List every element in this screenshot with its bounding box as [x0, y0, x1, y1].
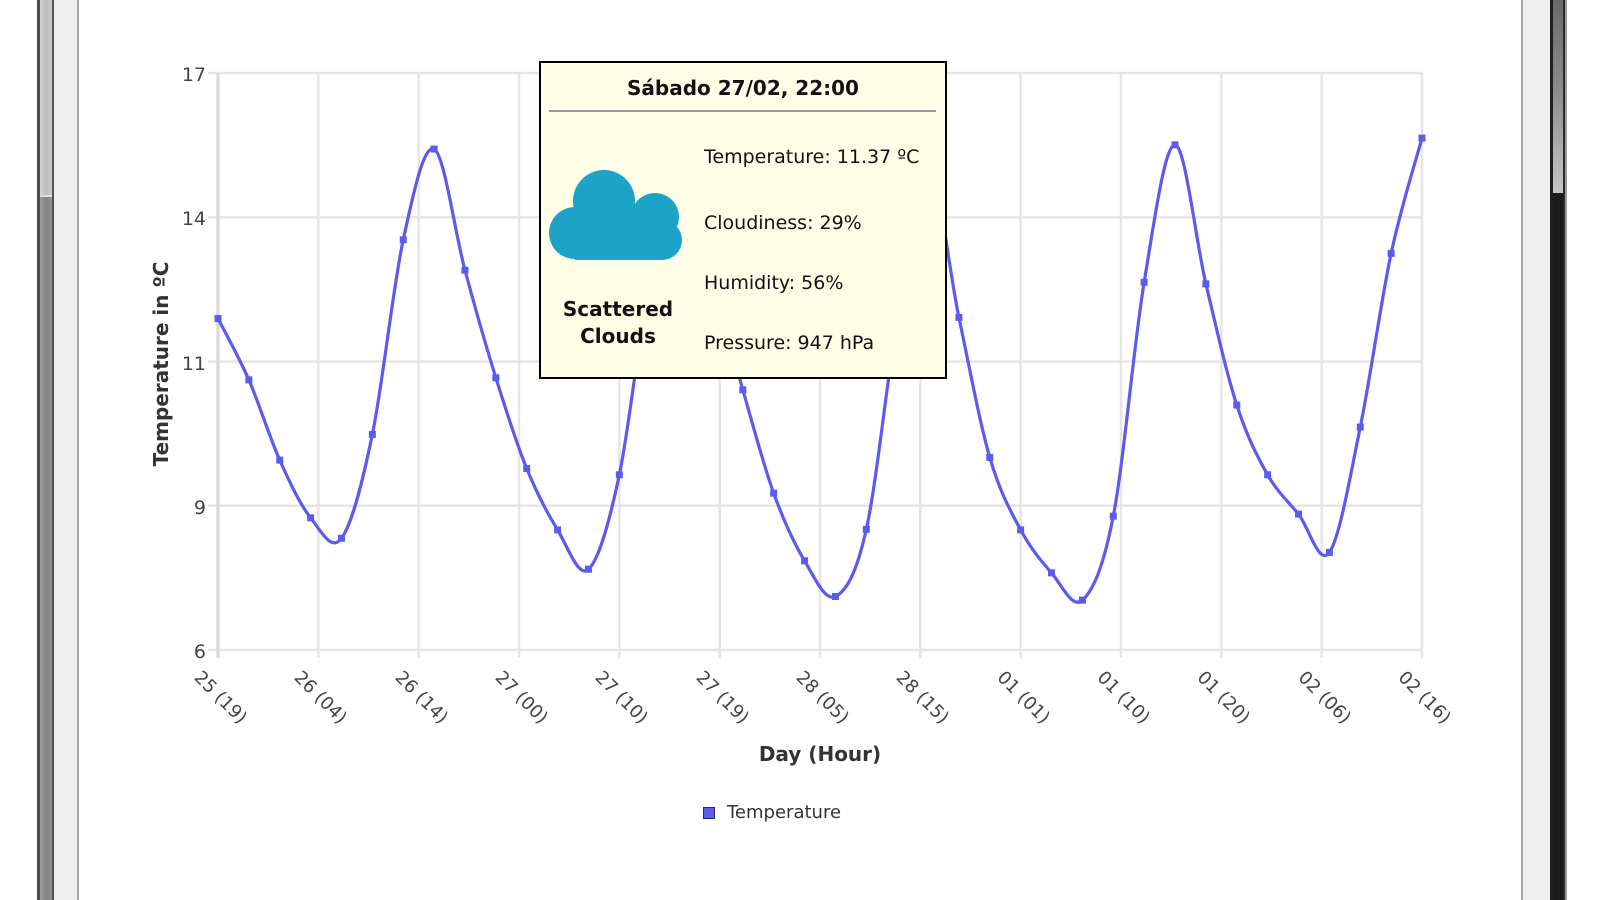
data-point[interactable] — [1048, 569, 1056, 577]
window-border-right-line-2 — [1563, 0, 1565, 900]
data-point[interactable] — [1078, 596, 1086, 604]
data-point[interactable] — [1418, 134, 1426, 142]
tooltip-temperature-label: Temperature: — [704, 146, 831, 168]
y-tick-label: 14 — [181, 208, 206, 231]
window-border-left-outer — [37, 0, 40, 900]
x-tick-label: 26 (04) — [290, 667, 352, 729]
x-tick-label: 25 (19) — [189, 667, 251, 729]
x-tick-label: 02 (06) — [1293, 667, 1355, 729]
data-point[interactable] — [1171, 141, 1179, 149]
tooltip-humidity: Humidity: 56% — [704, 271, 843, 295]
x-axis-title: Day (Hour) — [758, 742, 882, 766]
data-point[interactable] — [1017, 526, 1025, 534]
data-point[interactable] — [1387, 249, 1395, 257]
tooltip-temperature: Temperature: 11.37 ºC — [704, 145, 919, 169]
data-point[interactable] — [1295, 510, 1303, 518]
tooltip-cloudiness-label: Cloudiness: — [704, 212, 814, 234]
data-point[interactable] — [554, 526, 562, 534]
data-point[interactable] — [461, 266, 469, 274]
data-point[interactable] — [430, 145, 438, 153]
panel-border-left-line — [77, 0, 79, 900]
tooltip-pressure: Pressure: 947 hPa — [704, 331, 874, 355]
x-tick-label: 27 (19) — [691, 667, 753, 729]
x-tick-label: 28 (15) — [892, 667, 954, 729]
y-tick-label: 6 — [193, 641, 206, 663]
x-tick-label: 28 (05) — [791, 667, 853, 729]
data-point[interactable] — [276, 456, 284, 464]
window-border-left-bar-bottom — [40, 195, 52, 900]
window-border-right-bar-bottom — [1553, 193, 1563, 900]
data-point[interactable] — [1264, 471, 1272, 479]
tooltip-cloudiness: Cloudiness: 29% — [704, 211, 862, 235]
panel-border-left — [54, 0, 77, 900]
legend-swatch-temperature — [703, 807, 715, 819]
tooltip-title: Sábado 27/02, 22:00 — [627, 76, 859, 100]
data-point[interactable] — [245, 376, 253, 384]
tooltip-humidity-value: 56% — [801, 272, 844, 294]
panel-border-right-line — [1521, 0, 1523, 900]
data-point[interactable] — [801, 557, 809, 565]
x-tick-label: 27 (00) — [490, 667, 552, 729]
data-point[interactable] — [831, 592, 839, 600]
x-tick-label: 01 (01) — [992, 667, 1054, 729]
data-point[interactable] — [399, 236, 407, 244]
tooltip-humidity-label: Humidity: — [704, 272, 796, 294]
x-tick-label: 01 (20) — [1193, 667, 1255, 729]
data-point[interactable] — [523, 465, 531, 473]
data-point[interactable] — [862, 525, 870, 533]
data-point[interactable] — [337, 534, 345, 542]
window-border-right-line — [1550, 0, 1553, 900]
data-point[interactable] — [1109, 512, 1117, 520]
tooltip-pressure-label: Pressure: — [704, 332, 792, 354]
data-point[interactable] — [770, 489, 778, 497]
window-border-left-line — [52, 0, 54, 900]
window-border-right-bar-top — [1553, 0, 1563, 193]
window-border-right-outer — [1565, 0, 1567, 900]
tooltip-pressure-value: 947 hPa — [797, 332, 875, 354]
data-point[interactable] — [986, 453, 994, 461]
x-tick-label: 01 (10) — [1092, 667, 1154, 729]
cloud-icon — [549, 170, 682, 260]
data-point[interactable] — [492, 374, 500, 382]
data-point[interactable] — [739, 386, 747, 394]
window-border-left-bar-top — [40, 0, 52, 195]
x-tick-label: 26 (14) — [390, 667, 452, 729]
data-point[interactable] — [368, 430, 376, 438]
tooltip-cloudiness-value: 29% — [819, 212, 862, 234]
data-point[interactable] — [214, 314, 222, 322]
y-axis-title: Temperature in ºC — [149, 261, 173, 467]
data-point[interactable] — [1356, 423, 1364, 431]
data-point[interactable] — [1140, 278, 1148, 286]
y-tick-label: 17 — [181, 64, 206, 86]
legend-label-temperature[interactable]: Temperature — [727, 802, 842, 823]
tooltip-temperature-value: 11.37 ºC — [836, 146, 920, 168]
y-tick-label: 9 — [193, 496, 206, 519]
x-tick-label: 02 (16) — [1393, 667, 1455, 729]
data-point[interactable] — [584, 565, 592, 573]
data-point[interactable] — [955, 313, 963, 321]
data-point[interactable] — [1325, 548, 1333, 556]
data-point[interactable] — [1233, 401, 1241, 409]
weather-condition: Scattered Clouds — [562, 297, 674, 348]
data-point[interactable] — [615, 471, 623, 479]
tooltip-divider — [549, 110, 936, 112]
x-tick-label: 27 (10) — [591, 667, 653, 729]
y-tick-label: 11 — [181, 352, 206, 375]
weather-tooltip: Sábado 27/02, 22:00 Scattered Clouds Tem… — [539, 61, 947, 379]
data-point[interactable] — [307, 514, 315, 522]
panel-border-right — [1523, 0, 1550, 900]
data-point[interactable] — [1202, 280, 1210, 288]
